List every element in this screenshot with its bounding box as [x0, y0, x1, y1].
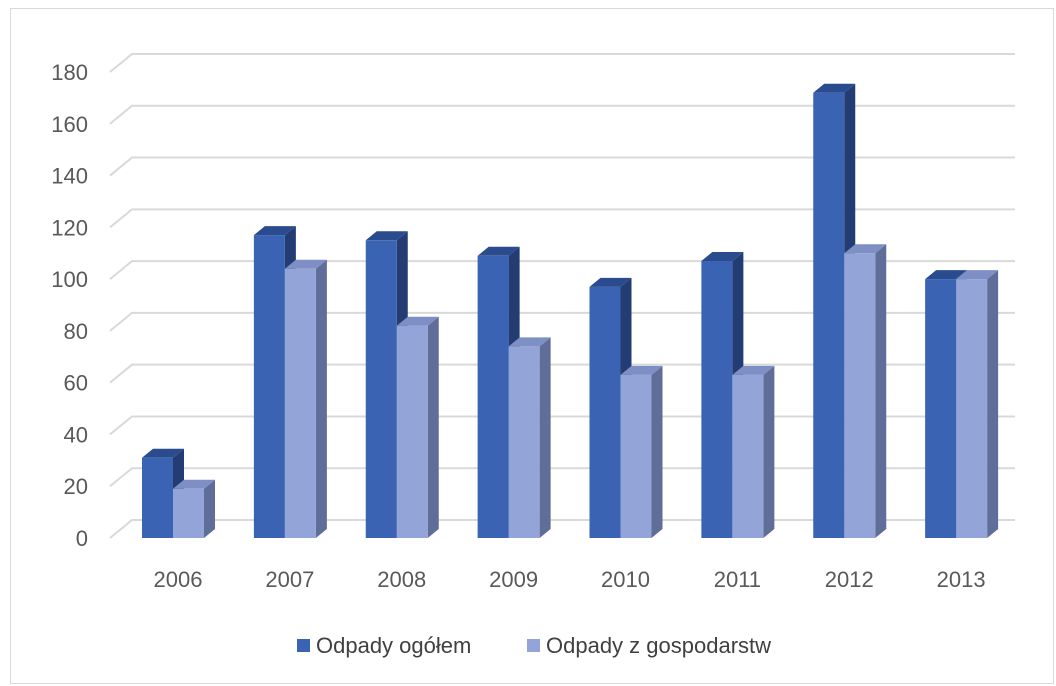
bar-front-face — [396, 325, 428, 538]
bar-top-face — [620, 365, 663, 375]
y-tick-label: 60 — [64, 371, 88, 396]
x-tick-label: 2007 — [265, 567, 314, 592]
bar-top-face — [142, 448, 184, 458]
bar-front-face — [253, 235, 285, 538]
legend-label: Odpady z gospodarstw — [546, 633, 771, 658]
bars — [142, 83, 999, 539]
legend-swatch — [527, 639, 540, 652]
legend-label: Odpady ogółem — [316, 633, 471, 658]
bar-top-face — [925, 270, 968, 280]
bar-front-face — [844, 253, 876, 538]
bar-front-face — [701, 260, 733, 538]
bar — [956, 270, 999, 538]
bar-top-face — [813, 83, 856, 93]
bar-side-face — [763, 365, 775, 538]
bar-front-face — [589, 286, 621, 538]
x-tick-label: 2013 — [937, 567, 986, 592]
x-axis-ticks: 2006 2007 2008 2009 2010 2011 2012 2013 — [154, 567, 986, 592]
y-tick-label: 140 — [51, 164, 88, 189]
bar-side-face — [987, 270, 999, 538]
bar-front-face — [956, 279, 988, 538]
bar-front-face — [365, 240, 397, 538]
gridline — [109, 156, 1015, 177]
x-tick-label: 2011 — [714, 567, 761, 592]
y-tick-label: 160 — [51, 112, 88, 137]
bar-front-face — [813, 92, 845, 538]
bar-side-face — [427, 316, 439, 538]
bar-top-face — [589, 277, 632, 287]
bar-top-face — [173, 479, 215, 489]
bar-front-face — [284, 268, 316, 538]
bar-side-face — [875, 244, 887, 538]
bar — [620, 365, 663, 538]
bar — [284, 259, 327, 538]
bar-top-face — [732, 365, 775, 375]
legend-swatch — [297, 639, 310, 652]
gridline — [109, 208, 1015, 229]
bar-front-face — [508, 346, 540, 538]
bar-front-face — [620, 374, 652, 538]
x-tick-label: 2009 — [489, 567, 538, 592]
x-tick-label: 2006 — [154, 567, 203, 592]
y-axis-ticks: 0 20 40 60 80 100 120 140 160 180 — [51, 60, 88, 551]
bar-side-face — [651, 365, 663, 538]
bar — [396, 316, 439, 538]
gridline — [109, 53, 1015, 73]
bar — [508, 337, 551, 538]
bar-side-face — [204, 479, 215, 538]
bar-side-face — [539, 337, 551, 538]
bar — [173, 479, 215, 538]
bar-front-face — [925, 279, 957, 538]
bar-top-face — [508, 337, 551, 347]
bar — [844, 244, 887, 538]
bar-front-face — [173, 488, 204, 538]
y-tick-label: 100 — [51, 267, 88, 292]
x-tick-label: 2010 — [601, 567, 650, 592]
x-tick-label: 2008 — [377, 567, 426, 592]
bar — [732, 365, 775, 538]
x-tick-label: 2012 — [825, 567, 874, 592]
y-tick-label: 20 — [64, 474, 88, 499]
y-tick-label: 180 — [51, 60, 88, 85]
bar-top-face — [956, 270, 999, 280]
bar-top-face — [844, 244, 887, 254]
y-tick-label: 80 — [64, 319, 88, 344]
gridline — [109, 104, 1015, 125]
legend: Odpady ogółem Odpady z gospodarstw — [297, 633, 771, 658]
y-tick-label: 120 — [51, 215, 88, 240]
bar-top-face — [284, 259, 327, 269]
bar-front-face — [732, 374, 764, 538]
bar-top-face — [365, 231, 408, 241]
bar-top-face — [701, 251, 744, 261]
bar-top-face — [253, 226, 296, 236]
bar-top-face — [477, 246, 520, 256]
y-tick-label: 0 — [76, 526, 88, 551]
bar-front-face — [142, 457, 173, 538]
bar-top-face — [396, 316, 439, 326]
bar-side-face — [315, 259, 327, 538]
y-tick-label: 40 — [64, 422, 88, 447]
bar-front-face — [477, 255, 509, 539]
